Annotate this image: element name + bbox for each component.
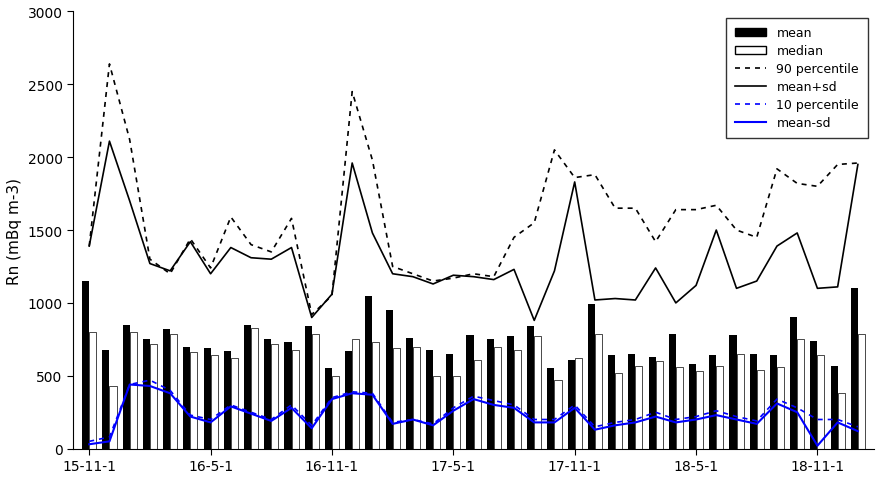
Bar [514, 350, 521, 449]
Bar [170, 334, 177, 449]
Bar [777, 367, 784, 449]
Bar [493, 347, 501, 449]
Bar [433, 376, 440, 449]
Bar [655, 361, 663, 449]
Bar [696, 372, 703, 449]
Bar [271, 344, 278, 449]
Bar [527, 326, 534, 449]
Legend: mean, median, 90 percentile, mean+sd, 10 percentile, mean-sd: mean, median, 90 percentile, mean+sd, 10… [727, 19, 868, 139]
Y-axis label: Rn (mBq m-3): Rn (mBq m-3) [7, 177, 22, 284]
Bar [858, 334, 865, 449]
Bar [851, 289, 858, 449]
Bar [89, 332, 96, 449]
Bar [143, 340, 150, 449]
Bar [332, 376, 339, 449]
Bar [264, 340, 271, 449]
Bar [737, 354, 744, 449]
Bar [709, 356, 716, 449]
Bar [615, 373, 622, 449]
Bar [811, 341, 818, 449]
Bar [163, 329, 170, 449]
Bar [122, 325, 130, 449]
Bar [689, 364, 696, 449]
Bar [352, 340, 359, 449]
Bar [750, 354, 757, 449]
Bar [486, 340, 493, 449]
Bar [454, 376, 461, 449]
Bar [386, 311, 393, 449]
Bar [82, 281, 89, 449]
Bar [292, 350, 299, 449]
Bar [102, 350, 109, 449]
Bar [838, 394, 845, 449]
Bar [190, 353, 197, 449]
Bar [770, 356, 777, 449]
Bar [447, 354, 454, 449]
Bar [150, 344, 157, 449]
Bar [325, 369, 332, 449]
Bar [305, 326, 312, 449]
Bar [790, 318, 797, 449]
Bar [345, 351, 352, 449]
Bar [507, 337, 514, 449]
Bar [595, 334, 602, 449]
Bar [366, 296, 373, 449]
Bar [312, 334, 319, 449]
Bar [244, 325, 251, 449]
Bar [285, 343, 292, 449]
Bar [676, 367, 683, 449]
Bar [534, 337, 541, 449]
Bar [393, 348, 400, 449]
Bar [426, 350, 433, 449]
Bar [204, 348, 211, 449]
Bar [635, 366, 642, 449]
Bar [231, 359, 238, 449]
Bar [818, 356, 825, 449]
Bar [648, 357, 655, 449]
Bar [554, 380, 561, 449]
Bar [547, 369, 554, 449]
Bar [109, 386, 116, 449]
Bar [628, 354, 635, 449]
Bar [466, 335, 474, 449]
Bar [757, 370, 764, 449]
Bar [183, 347, 190, 449]
Bar [567, 360, 574, 449]
Bar [211, 356, 218, 449]
Bar [251, 328, 258, 449]
Bar [588, 305, 595, 449]
Bar [729, 335, 737, 449]
Bar [669, 334, 676, 449]
Bar [224, 351, 231, 449]
Bar [406, 338, 413, 449]
Bar [413, 347, 420, 449]
Bar [831, 366, 838, 449]
Bar [608, 356, 615, 449]
Bar [474, 360, 481, 449]
Bar [797, 340, 804, 449]
Bar [130, 332, 137, 449]
Bar [574, 359, 581, 449]
Bar [716, 366, 723, 449]
Bar [373, 343, 380, 449]
